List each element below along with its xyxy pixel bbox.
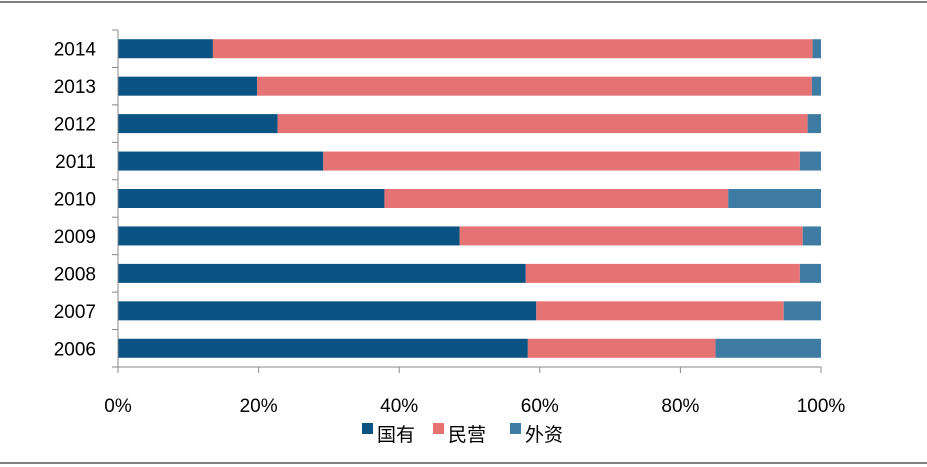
legend-label-1: 民营 (448, 424, 486, 446)
bar-2009-series-1 (459, 226, 803, 246)
bar-2013-series-0 (118, 76, 258, 96)
y-tick-label: 2011 (55, 152, 96, 173)
bar-2007-series-2 (783, 301, 821, 321)
legend-swatch-0 (362, 423, 373, 434)
x-tick-label: 100% (797, 396, 846, 417)
bar-2010-series-0 (118, 189, 385, 208)
bar-2009-series-0 (118, 226, 460, 246)
bar-2010-series-1 (384, 189, 729, 208)
y-tick-label: 2013 (54, 77, 96, 98)
bar-2014-series-2 (812, 39, 821, 59)
y-tick-label: 2012 (54, 115, 96, 136)
y-tick-label: 2006 (54, 339, 96, 360)
bars-layer (118, 39, 821, 358)
bar-2006-series-1 (527, 338, 716, 358)
bar-2014-series-1 (212, 39, 813, 59)
bar-2014-series-0 (118, 39, 213, 59)
bar-2008-series-1 (525, 263, 800, 283)
x-tick-label: 80% (661, 396, 699, 417)
bar-2011-series-1 (323, 151, 800, 171)
axes-layer (112, 29, 822, 373)
y-tick-label: 2009 (54, 227, 96, 248)
bar-2013-series-1 (257, 76, 812, 96)
bar-2007-series-0 (118, 301, 537, 321)
bar-2006-series-0 (118, 338, 528, 358)
bar-2012-series-2 (807, 114, 821, 134)
bar-2009-series-2 (802, 226, 821, 246)
bar-2011-series-2 (799, 151, 821, 171)
bar-2010-series-2 (728, 189, 821, 208)
bar-2012-series-1 (277, 114, 808, 134)
x-tick-label: 20% (240, 396, 278, 417)
legend-label-2: 外资 (525, 424, 563, 446)
y-tick-label: 2010 (54, 190, 96, 211)
legend-swatch-2 (510, 423, 521, 434)
bar-2013-series-2 (811, 76, 821, 96)
y-tick-label: 2008 (54, 264, 96, 285)
legend-swatch-1 (433, 423, 444, 434)
bar-2012-series-0 (118, 114, 278, 134)
y-tick-label: 2014 (54, 40, 97, 61)
x-tick-label: 60% (521, 396, 559, 417)
bar-2008-series-2 (799, 263, 821, 283)
y-tick-label: 2007 (54, 302, 96, 323)
legend: 国有 民营 外资 (362, 423, 563, 446)
bar-2011-series-0 (118, 151, 324, 171)
bar-2007-series-1 (536, 301, 784, 321)
x-tick-label: 40% (380, 396, 418, 417)
bar-2006-series-2 (715, 338, 821, 358)
x-tick-label: 0% (104, 396, 132, 417)
bar-2008-series-0 (118, 263, 526, 283)
legend-label-0: 国有 (377, 424, 415, 446)
labels-layer: 2014 2013 2012 2011 2010 2009 2008 2007 2006 0% 20… (54, 40, 846, 417)
